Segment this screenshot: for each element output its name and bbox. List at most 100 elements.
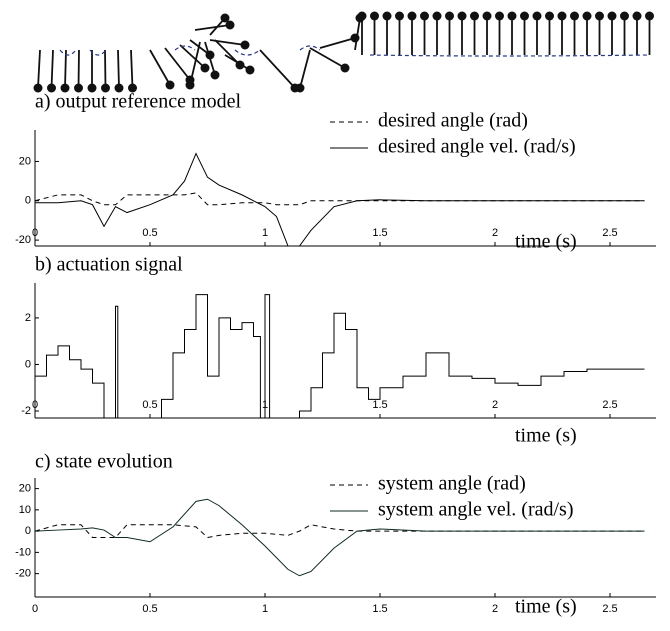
y-tick-label: 20	[19, 483, 31, 495]
y-tick-label: -20	[15, 234, 31, 246]
pendulum-bob	[482, 11, 492, 21]
pendulum-rod	[209, 39, 246, 46]
x-tick-label: 0	[32, 603, 38, 615]
x-axis-label: time (s)	[515, 596, 577, 618]
x-tick-label: 1	[262, 227, 268, 239]
pendulum-bob	[47, 83, 56, 93]
chart-panel: c) state evolution -20 -10 0 10 20 0 0.5 1 1.5 2 2.…	[15, 451, 656, 618]
pendulum-rod	[117, 49, 120, 89]
pendulum-bob	[420, 11, 429, 21]
pendulum-bob	[507, 11, 517, 21]
x-tick-label: 0.5	[142, 603, 157, 615]
y-tick-label: 20	[19, 155, 31, 167]
y-tick-label: 0	[25, 195, 31, 207]
pendulum-bob	[295, 83, 305, 93]
x-tick-label: 2.5	[602, 227, 617, 239]
x-tick-label: 0.5	[142, 399, 157, 411]
pendulum-rod	[149, 49, 171, 86]
pendulum-illustration	[33, 11, 654, 93]
pendulum-bob	[532, 11, 542, 21]
pendulum-bob	[165, 80, 175, 90]
pendulum-bob	[114, 83, 124, 93]
x-tick-label: 2	[492, 603, 498, 615]
chart-title: c) state evolution	[35, 451, 173, 473]
pendulum-bob	[470, 11, 479, 21]
pendulum-rod	[104, 49, 107, 89]
pendulum-bob	[220, 13, 230, 23]
pendulum-rod	[164, 47, 191, 81]
x-axis-label: time (s)	[515, 231, 577, 253]
pendulum-bob	[33, 83, 43, 93]
data-line	[35, 152, 645, 246]
pendulum-rod	[319, 37, 356, 49]
pendulum-rod	[130, 49, 134, 89]
pendulum-bob	[225, 20, 235, 30]
pendulum-rod	[194, 24, 231, 31]
pendulum-bob	[445, 11, 454, 21]
x-tick-label: 1.5	[372, 603, 387, 615]
y-tick-label: 0	[25, 358, 31, 370]
x-tick-label: 2.5	[602, 399, 617, 411]
pendulum-rod	[299, 49, 311, 89]
pendulum-rod	[204, 41, 216, 76]
pendulum-bob	[200, 63, 210, 73]
pendulum-bob	[128, 83, 137, 93]
pendulum-bob	[607, 11, 617, 21]
pendulum-rod	[50, 49, 54, 89]
data-line	[35, 294, 645, 418]
pendulum-bob	[382, 11, 392, 21]
data-line	[35, 498, 645, 577]
pendulum-bob	[210, 70, 220, 80]
pendulum-bob	[357, 11, 367, 21]
pendulum-bob	[245, 65, 255, 75]
legend-label: system angle vel. (rad/s)	[378, 499, 574, 521]
pendulum-rod	[37, 49, 41, 89]
pendulum-rod	[224, 54, 251, 71]
pendulum-bob	[520, 11, 529, 21]
pendulum-rod	[77, 49, 80, 89]
pendulum-bob	[87, 83, 97, 93]
pendulum-bob	[557, 11, 567, 21]
x-tick-label: 1.5	[372, 399, 387, 411]
pendulum-bob	[240, 40, 250, 50]
legend-label: system angle (rad)	[378, 473, 526, 495]
y-tick-label: 2	[25, 312, 31, 324]
data-line	[35, 192, 645, 206]
pendulum-bob	[407, 11, 417, 21]
pendulum-rod	[189, 41, 201, 86]
data-line	[35, 524, 645, 539]
pendulum-bob	[582, 11, 592, 21]
pendulum-bob	[340, 63, 350, 73]
x-tick-label: 0	[32, 399, 38, 411]
pendulum-bob	[101, 83, 110, 93]
y-tick-label: 0	[25, 525, 31, 537]
x-tick-label: 0	[32, 227, 38, 239]
pendulum-bob	[74, 83, 83, 93]
pendulum-bob	[185, 80, 195, 90]
pendulum-rod	[354, 17, 361, 51]
pendulum-bob	[495, 11, 504, 21]
y-tick-label: -20	[15, 568, 31, 580]
x-tick-label: 2.5	[602, 603, 617, 615]
x-tick-label: 0.5	[142, 227, 157, 239]
pendulum-bob	[645, 11, 654, 21]
pendulum-bob	[370, 11, 379, 21]
pendulum-bob	[457, 11, 467, 21]
pendulum-bob	[60, 83, 70, 93]
pendulum-bob	[432, 11, 442, 21]
x-tick-label: 2	[492, 227, 498, 239]
x-tick-label: 2	[492, 399, 498, 411]
trajectory-trace	[59, 45, 651, 57]
pendulum-bob	[545, 11, 554, 21]
x-tick-label: 1.5	[372, 227, 387, 239]
pendulum-bob	[632, 11, 642, 21]
x-tick-label: 1	[262, 603, 268, 615]
chart-title: a) output reference model	[35, 91, 241, 113]
y-tick-label: 10	[19, 504, 31, 516]
pendulum-bob	[595, 11, 604, 21]
pendulum-bob	[620, 11, 629, 21]
y-tick-label: -10	[15, 546, 31, 558]
